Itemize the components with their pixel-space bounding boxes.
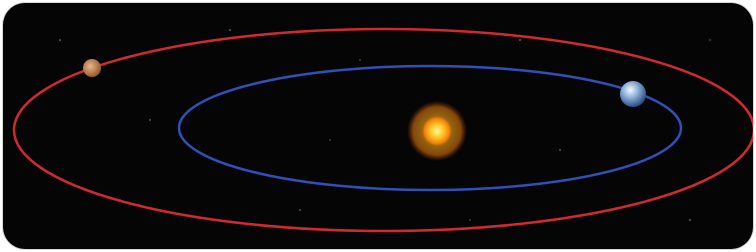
space-scene — [3, 3, 754, 249]
orbit-illustration — [0, 0, 756, 252]
earth — [620, 81, 646, 107]
mars — [83, 59, 101, 77]
space-background — [3, 3, 753, 249]
page: (() => { const data = JSON.parse(documen… — [0, 0, 756, 252]
sun — [421, 115, 453, 147]
